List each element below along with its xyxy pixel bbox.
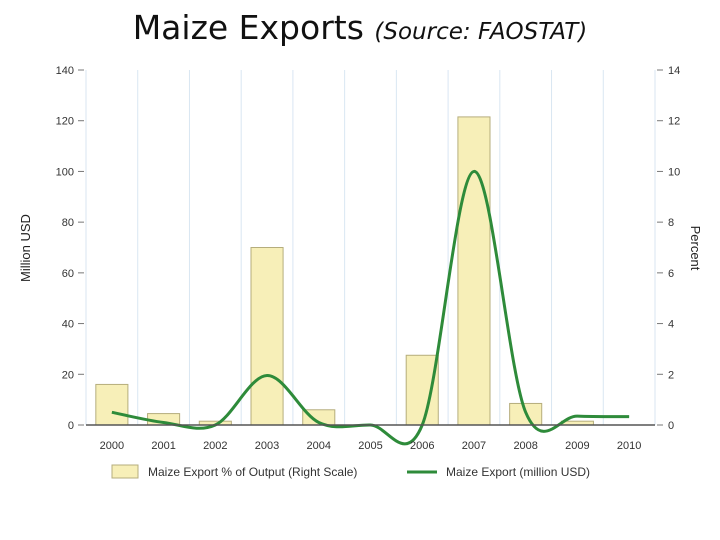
y-right-tick-label: 6: [668, 268, 674, 280]
x-tick-label-2005: 2005: [358, 440, 382, 452]
y-left-tick-label: 60: [62, 268, 74, 280]
y-right-tick-label: 0: [668, 420, 674, 432]
y-right-tick-label: 12: [668, 116, 680, 128]
bar-2000: [95, 383, 129, 426]
legend-label-bar: Maize Export % of Output (Right Scale): [148, 465, 357, 479]
x-tick-label-2007: 2007: [462, 440, 486, 452]
x-tick-label-2001: 2001: [151, 440, 175, 452]
axes: 0 20 40 60 80 100 120 140 0 2 4 6 8 10 12 14 2000 2001 200…: [18, 65, 703, 452]
y-left-tick-label: 80: [62, 217, 74, 229]
y-left-tick-label: 20: [62, 369, 74, 381]
bar-2007: [457, 116, 491, 426]
y-right-tick-label: 2: [668, 369, 674, 381]
x-tick-label-2002: 2002: [203, 440, 227, 452]
y-left-tick-label: 100: [56, 166, 74, 178]
x-tick-label-2009: 2009: [565, 440, 589, 452]
bar-2003: [250, 247, 284, 426]
legend-swatch-bar: [111, 464, 139, 479]
y-right-axis-title: Percent: [688, 226, 703, 271]
y-left-tick-label: 0: [68, 420, 74, 432]
y-left-tick-label: 40: [62, 319, 74, 331]
legend-label-line: Maize Export (million USD): [446, 465, 590, 479]
y-right-tick-label: 14: [668, 65, 680, 77]
x-tick-label-2008: 2008: [513, 440, 537, 452]
x-tick-label-2004: 2004: [307, 440, 331, 452]
x-tick-label-2003: 2003: [255, 440, 279, 452]
chart-title: Maize Exports (Source: FAOSTAT): [0, 8, 720, 47]
y-left-axis-title: Million USD: [18, 214, 33, 282]
x-tick-label-2000: 2000: [100, 440, 124, 452]
x-tick-label-2006: 2006: [410, 440, 434, 452]
y-left-tick-label: 140: [56, 65, 74, 77]
y-right-tick-label: 4: [668, 319, 674, 331]
chart-title-source: (Source: FAOSTAT): [374, 19, 588, 45]
y-left-tick-label: 120: [56, 116, 74, 128]
y-right-tick-label: 8: [668, 217, 674, 229]
gridlines: [85, 70, 656, 425]
y-right-tick-label: 10: [668, 166, 680, 178]
bar-2006: [405, 354, 439, 426]
chart-title-main: Maize Exports: [132, 8, 364, 47]
legend: Maize Export % of Output (Right Scale) Ma…: [111, 464, 590, 479]
x-tick-label-2010: 2010: [617, 440, 641, 452]
